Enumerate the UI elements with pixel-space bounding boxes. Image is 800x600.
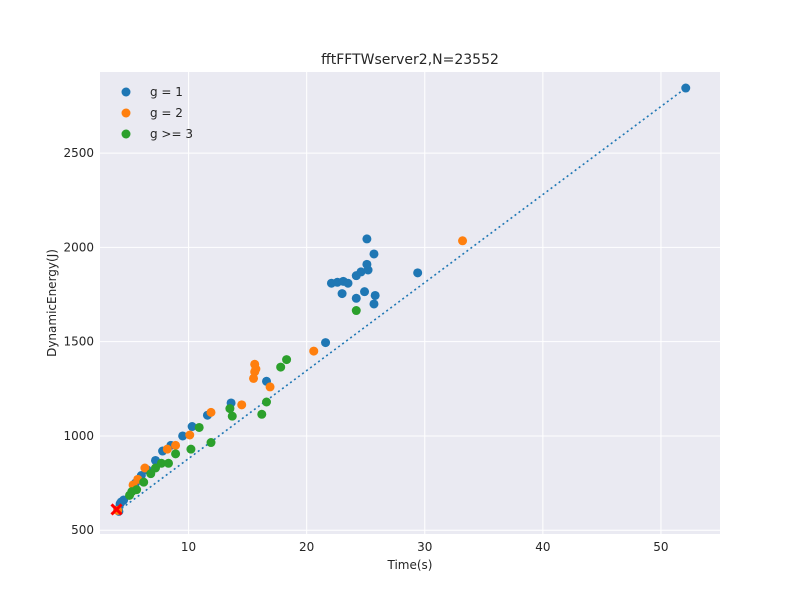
data-point-series-1: [321, 338, 331, 348]
data-point-series-3: [206, 438, 216, 448]
y-tick-label: 500: [71, 523, 94, 537]
data-point-series-1: [681, 83, 691, 93]
data-point-series-1: [362, 234, 372, 244]
data-point-series-2: [140, 463, 150, 473]
data-point-series-1: [116, 497, 126, 507]
legend-marker: [121, 87, 131, 97]
plot-background: [100, 72, 720, 534]
x-tick-label: 10: [181, 540, 196, 554]
x-axis-label: Time(s): [387, 558, 433, 572]
data-point-series-3: [186, 444, 196, 454]
data-point-series-3: [225, 404, 235, 414]
legend-label: g = 2: [150, 106, 183, 120]
best-point-marker: [110, 503, 123, 516]
legend-label: g >= 3: [150, 127, 193, 141]
data-point-series-1: [178, 431, 188, 441]
data-point-series-2: [162, 444, 172, 454]
y-tick-label: 2500: [63, 146, 94, 160]
data-point-series-3: [262, 397, 272, 407]
best-point-stroke: [110, 503, 123, 516]
legend-marker: [121, 129, 131, 139]
x-tick-labels: 10 20 30 40 50: [181, 540, 669, 554]
data-point-series-3: [132, 485, 142, 495]
y-axis-label: DynamicEnergy(J): [45, 249, 59, 357]
data-point-series-1: [413, 268, 423, 278]
x-tick-label: 30: [417, 540, 432, 554]
data-point-series-2: [185, 430, 195, 440]
y-tick-label: 1000: [63, 429, 94, 443]
data-point-series-1: [356, 267, 366, 277]
data-point-series-1: [187, 422, 197, 432]
data-point-series-3: [227, 411, 237, 421]
data-point-series-3: [139, 477, 149, 487]
data-point-series-1: [369, 249, 379, 259]
chart-title: fftFFTWserver2,N=23552: [321, 52, 499, 68]
data-point-series-1: [351, 293, 361, 303]
data-point-series-3: [194, 422, 204, 432]
data-point-series-2: [171, 440, 181, 450]
data-point-series-1: [370, 290, 380, 300]
data-point-series-2: [458, 236, 468, 246]
data-point-series-1: [337, 289, 347, 299]
trend-line-group: [117, 87, 687, 513]
data-point-series-2: [309, 346, 319, 356]
trend-line: [117, 87, 687, 513]
data-point-series-1: [369, 299, 379, 309]
x-tick-label: 40: [535, 540, 550, 554]
y-tick-label: 2000: [63, 240, 94, 254]
legend: g = 1 g = 2 g >= 3: [121, 85, 193, 141]
data-points: [113, 83, 691, 516]
data-point-series-3: [257, 409, 267, 419]
data-point-series-1: [362, 259, 372, 269]
data-point-series-3: [163, 458, 173, 468]
x-tick-label: 20: [299, 540, 314, 554]
data-point-series-3: [351, 306, 361, 316]
y-tick-labels: 500 1000 1500 2000 2500: [63, 146, 94, 537]
data-point-series-3: [276, 362, 286, 372]
grid-lines: [100, 72, 720, 534]
data-point-series-2: [206, 407, 216, 417]
data-point-series-3: [156, 458, 166, 468]
y-tick-label: 1500: [63, 335, 94, 349]
x-tick-label: 50: [653, 540, 668, 554]
legend-marker: [121, 108, 131, 118]
data-point-series-2: [250, 359, 260, 369]
data-point-series-2: [265, 382, 275, 392]
data-point-series-1: [360, 287, 370, 297]
data-point-series-3: [282, 355, 292, 365]
data-point-series-3: [171, 449, 181, 459]
data-point-series-2: [237, 400, 247, 410]
legend-label: g = 1: [150, 85, 183, 99]
data-point-series-1: [343, 278, 353, 288]
